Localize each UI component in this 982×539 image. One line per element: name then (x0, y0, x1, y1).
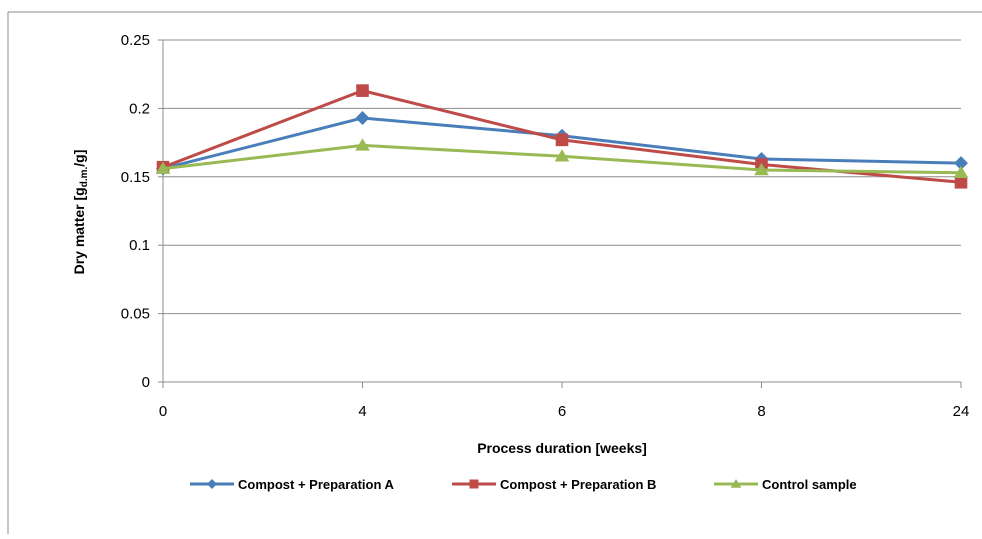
x-tick-labels: 0 4 6 8 24 (159, 403, 970, 420)
y-tick-label-2: 0.1 (129, 237, 150, 254)
legend-item-1: Compost + Preparation B (452, 477, 656, 492)
y-tick-label-1: 0.05 (121, 306, 150, 323)
y-axis-title: Dry matter [gd.m./g] (71, 150, 90, 275)
y-tick-label-0: 0 (142, 374, 150, 391)
legend-item-2: Control sample (714, 477, 857, 492)
series-0-point-1 (355, 110, 370, 125)
series-1-point-1 (356, 84, 369, 97)
x-tick-label-1: 4 (358, 403, 366, 420)
series-0-point-4 (954, 156, 968, 171)
x-axis-title: Process duration [weeks] (477, 440, 647, 456)
y-axis-title-subscript: d.m. (79, 166, 90, 187)
legend-label-0: Compost + Preparation A (238, 477, 395, 492)
series-layer (155, 84, 969, 189)
series-2-point-3 (754, 162, 769, 176)
series-1-point-2 (555, 133, 569, 147)
y-axis-title-end: /g] (71, 150, 87, 167)
y-tick-label-4: 0.2 (129, 100, 150, 117)
series-2-point-4 (953, 165, 969, 178)
y-tick-label-3: 0.15 (121, 169, 150, 186)
series-2 (155, 138, 969, 178)
x-tick-label-4: 24 (953, 403, 970, 420)
series-1 (156, 84, 968, 189)
series-1-point-4 (954, 175, 968, 189)
axes (162, 40, 962, 388)
y-axis-title-main: Dry matter [g (71, 187, 87, 274)
x-tick-label-3: 8 (757, 403, 765, 420)
legend-swatch-marker-1 (469, 479, 479, 489)
legend: Compost + Preparation A Compost + Prepara… (190, 477, 857, 492)
legend-swatch-marker-2 (730, 479, 742, 488)
y-tick-labels: 0 0.05 0.1 0.15 0.2 0.25 (121, 32, 150, 391)
series-2-point-0 (155, 161, 171, 174)
series-2-point-2 (554, 149, 570, 162)
y-tick-label-5: 0.25 (121, 32, 150, 49)
series-2-point-1 (355, 138, 370, 151)
legend-swatch-marker-0 (207, 479, 217, 489)
legend-item-0: Compost + Preparation A (190, 477, 395, 492)
gridlines (158, 39, 961, 383)
legend-label-2: Control sample (762, 477, 857, 492)
x-tick-label-0: 0 (159, 403, 167, 420)
legend-label-1: Compost + Preparation B (500, 477, 656, 492)
x-tick-label-2: 6 (558, 403, 566, 420)
